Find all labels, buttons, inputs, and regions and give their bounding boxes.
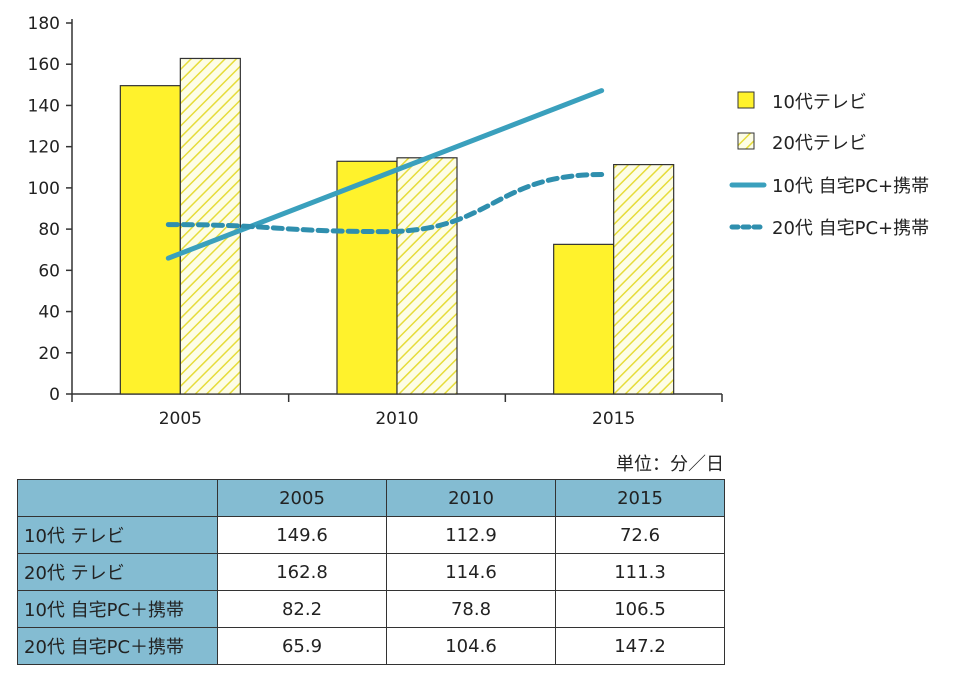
chart: 0 20 40 60 80 100 120 140 160 180 2005 2010 2015 10代…	[28, 14, 930, 429]
table-header-2005: 2005	[217, 479, 387, 517]
series-line	[165, 171, 605, 235]
table-cell: 104.6	[386, 627, 556, 665]
row-label: 10代 自宅PC＋携帯	[17, 590, 218, 628]
y-tick-label: 160	[28, 55, 60, 75]
legend: 10代テレビ 20代テレビ 10代 自宅PC+携帯 20代 自宅PC+携帯	[729, 91, 929, 239]
x-tick-label: 2005	[159, 409, 202, 429]
table-cell: 114.6	[386, 553, 556, 591]
table-cell: 149.6	[217, 516, 387, 554]
y-tick-label: 0	[49, 385, 60, 405]
row-label: 10代 テレビ	[17, 516, 218, 554]
table-cell: 82.2	[217, 590, 387, 628]
bar	[396, 157, 458, 395]
y-tick-label: 60	[38, 261, 60, 281]
table-row: 20代 テレビ 162.8 114.6 111.3	[17, 553, 725, 591]
bar	[119, 85, 181, 395]
row-label: 20代 自宅PC＋携帯	[17, 627, 218, 665]
y-tick-label: 140	[28, 96, 60, 116]
table-header-2010: 2010	[386, 479, 556, 517]
legend-label: 10代テレビ	[772, 92, 867, 113]
table-header-row: 2005 2010 2015	[17, 479, 725, 517]
table-cell: 106.5	[555, 590, 725, 628]
axes: 0 20 40 60 80 100 120 140 160 180 2005 2010 2015	[28, 14, 723, 429]
y-tick-label: 120	[28, 138, 60, 158]
bar	[553, 243, 615, 395]
series-line	[165, 88, 605, 261]
table-header-2015: 2015	[555, 479, 725, 517]
unit-label: 単位：分／日	[616, 454, 724, 475]
table-cell: 72.6	[555, 516, 725, 554]
legend-label: 20代 自宅PC+携帯	[772, 218, 929, 239]
table-row: 10代 テレビ 149.6 112.9 72.6	[17, 516, 725, 554]
x-tick-label: 2010	[375, 409, 418, 429]
table-row: 20代 自宅PC＋携帯 65.9 104.6 147.2	[17, 627, 725, 665]
table-cell: 78.8	[386, 590, 556, 628]
row-label: 20代 テレビ	[17, 553, 218, 591]
table-cell: 111.3	[555, 553, 725, 591]
x-tick-label: 2015	[592, 409, 635, 429]
y-tick-label: 40	[38, 303, 60, 323]
bar	[336, 160, 398, 395]
table-row: 10代 自宅PC＋携帯 82.2 78.8 106.5	[17, 590, 725, 628]
table-cell: 112.9	[386, 516, 556, 554]
lines	[165, 88, 605, 261]
table-header-corner	[17, 479, 218, 517]
legend-label: 10代 自宅PC+携帯	[772, 176, 929, 197]
bar	[613, 163, 675, 395]
table-cell: 147.2	[555, 627, 725, 665]
y-tick-label: 180	[28, 14, 60, 34]
data-table: 2005 2010 2015 10代 テレビ 149.6 112.9 72.6 …	[17, 479, 725, 665]
legend-swatch	[737, 91, 755, 109]
legend-swatch	[737, 132, 755, 150]
y-tick-label: 100	[28, 179, 60, 199]
legend-label: 20代テレビ	[772, 133, 867, 154]
table-cell: 65.9	[217, 627, 387, 665]
table-cell: 162.8	[217, 553, 387, 591]
y-tick-label: 20	[38, 344, 60, 364]
y-tick-label: 80	[38, 220, 60, 240]
